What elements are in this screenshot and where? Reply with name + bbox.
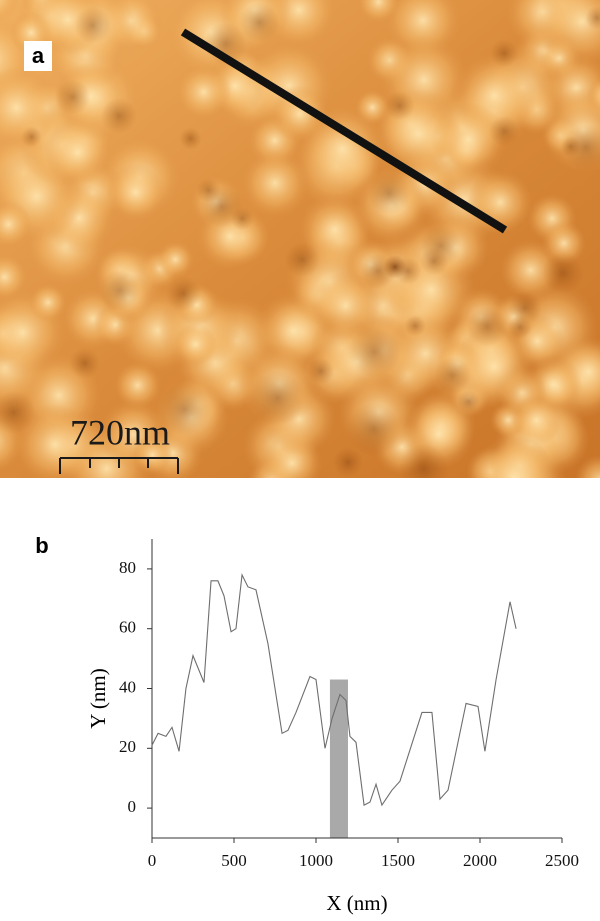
pit [21, 126, 43, 148]
profile-line [151, 572, 517, 807]
pit [404, 315, 427, 337]
pit [239, 2, 280, 43]
y-tick-label: 0 [128, 797, 137, 816]
pit [367, 172, 411, 215]
grain [587, 77, 600, 113]
grain [471, 435, 557, 478]
grain [28, 283, 68, 322]
pit [307, 357, 335, 385]
grain [511, 395, 562, 446]
grain [430, 102, 507, 178]
x-tick-label: 2000 [463, 851, 497, 870]
pit [284, 242, 321, 278]
x-tick-label: 500 [221, 851, 247, 870]
grain [453, 325, 536, 408]
y-tick-label: 40 [119, 677, 136, 696]
y-axis-label: Y (nm) [86, 668, 110, 728]
pit [74, 6, 112, 44]
pit [488, 115, 520, 147]
grain [132, 434, 173, 476]
pit [200, 185, 244, 228]
pit [249, 370, 306, 426]
panel-label: a [32, 43, 45, 68]
x-tick-label: 1000 [299, 851, 333, 870]
grain [241, 149, 309, 217]
pit [466, 306, 508, 347]
grain [173, 322, 217, 366]
pit [332, 447, 364, 478]
grain [574, 454, 600, 478]
pit [348, 325, 401, 378]
pit [179, 127, 202, 150]
panel-label-box [24, 41, 52, 71]
pit [0, 390, 36, 435]
pit [541, 251, 585, 295]
pit [346, 402, 401, 457]
pit [490, 39, 519, 68]
grain [0, 200, 33, 248]
pit [55, 79, 91, 115]
pit [100, 97, 137, 134]
scale-bar-label: 720nm [70, 412, 170, 452]
grain [44, 118, 112, 186]
x-tick-label: 1500 [381, 851, 415, 870]
pit [507, 314, 533, 340]
profile-line [180, 28, 508, 234]
x-tick-label: 0 [148, 851, 157, 870]
pit [99, 270, 141, 311]
y-tick-label: 80 [119, 558, 136, 577]
grain [106, 163, 165, 222]
panel-label: b [35, 533, 48, 558]
highlight-band [329, 679, 348, 838]
pit [166, 276, 202, 312]
scale-bar [59, 457, 179, 474]
pit [69, 347, 101, 379]
grain [0, 253, 28, 301]
grain [537, 0, 600, 67]
grain [298, 104, 387, 194]
grain [113, 361, 162, 410]
pit [585, 6, 600, 30]
pit [419, 224, 462, 268]
pit [562, 123, 600, 171]
pit [433, 356, 472, 394]
pit [384, 90, 415, 121]
pit [456, 390, 481, 414]
x-tick-label: 2500 [545, 851, 579, 870]
pit [158, 383, 211, 436]
y-tick-label: 20 [119, 737, 136, 756]
y-tick-label: 60 [119, 618, 136, 637]
grain [0, 66, 58, 149]
grain [0, 0, 20, 23]
grain [357, 0, 400, 24]
x-axis-label: X (nm) [326, 891, 387, 915]
grain [14, 404, 96, 478]
pit [383, 255, 407, 279]
chart: 0 20 40 60 80 0 500 1000 1500 2000 2500 X (nm) Y (nm… [86, 539, 579, 915]
afm-image [0, 0, 600, 478]
pit [398, 443, 449, 478]
grain [310, 270, 381, 341]
grain [156, 240, 195, 279]
grain [175, 64, 232, 120]
